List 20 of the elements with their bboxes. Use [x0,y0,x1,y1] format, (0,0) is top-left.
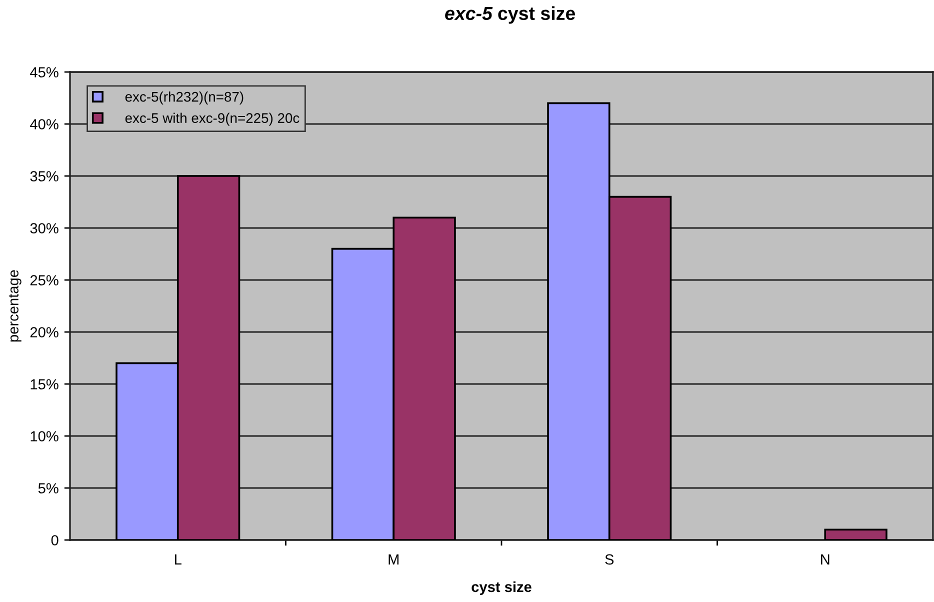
y-tick-label: 0 [51,535,58,546]
x-tick-label: M [388,554,399,564]
y-tick-label: 25% [30,275,58,286]
y-tick-label: 20% [30,327,58,338]
y-tick-label: 10% [30,431,58,442]
legend-label: exc-5(rh232)(n=87) [125,92,244,104]
x-axis-title: cyst size [472,581,532,595]
y-tick-label: 30% [30,223,58,234]
y-tick-label: 15% [30,379,58,390]
y-tick-label: 5% [38,483,58,494]
y-tick-label: 45% [30,67,58,78]
x-tick-label: N [821,554,830,564]
y-axis-title: percentage [8,270,22,342]
x-tick-label: L [175,554,182,564]
y-tick-label: 35% [30,171,58,182]
bar [824,528,888,540]
x-tick-label: S [605,554,614,565]
legend-label: exc-5 with exc-9(n=225) 20c [125,112,300,126]
chart-title: exc-5 cyst size [445,6,575,24]
y-tick-label: 40% [30,119,58,130]
